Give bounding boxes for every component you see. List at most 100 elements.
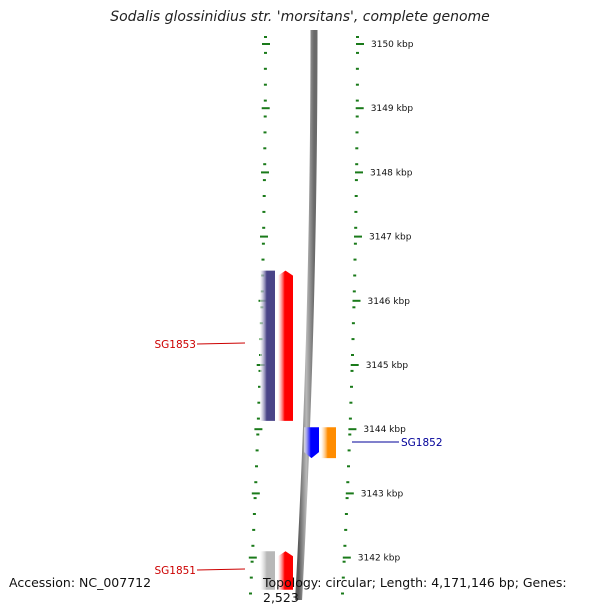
minor-tick — [341, 576, 345, 579]
minor-tick — [356, 51, 359, 54]
minor-tick — [341, 592, 344, 595]
major-tick-outer — [355, 171, 363, 174]
minor-tick — [253, 497, 257, 500]
gene-feature[interactable] — [260, 270, 275, 421]
minor-tick — [254, 481, 258, 484]
minor-tick — [263, 83, 267, 86]
gene-label[interactable]: SG1852 — [401, 437, 443, 449]
feature-labels: SG1853 SG1852 SG1851 — [154, 339, 442, 577]
major-tick-outer — [355, 107, 364, 110]
minor-tick — [252, 528, 256, 531]
minor-tick — [263, 115, 267, 118]
major-tick-outer — [356, 43, 364, 45]
minor-tick — [345, 497, 349, 500]
minor-tick — [256, 433, 260, 436]
major-tick-inner — [260, 235, 268, 238]
major-tick-inner — [248, 556, 257, 559]
major-tick-outer — [348, 428, 357, 431]
minor-tick — [353, 258, 357, 261]
tick-label: 3148 kbp — [370, 168, 413, 178]
minor-tick — [257, 401, 261, 404]
major-tick-outer — [342, 556, 351, 559]
major-tick-outer — [345, 492, 354, 495]
minor-tick — [261, 258, 265, 261]
minor-tick — [355, 163, 359, 166]
map-title: Sodalis glossinidius str. 'morsitans', c… — [110, 9, 490, 25]
minor-tick — [255, 465, 258, 468]
minor-tick — [350, 369, 354, 372]
minor-tick — [352, 290, 356, 293]
minor-tick — [342, 560, 346, 563]
minor-tick — [263, 131, 267, 134]
gene-label[interactable]: SG1851 — [154, 565, 196, 577]
minor-tick — [262, 226, 266, 229]
minor-tick — [356, 36, 359, 38]
cds-feature[interactable] — [321, 427, 336, 459]
tick-label: 3142 kbp — [358, 554, 401, 564]
minor-tick — [355, 99, 359, 102]
minor-tick — [346, 481, 350, 484]
gene-feature[interactable] — [304, 427, 319, 459]
cds-feature[interactable] — [278, 551, 293, 590]
gene-label[interactable]: SG1853 — [154, 339, 196, 351]
major-tick-inner — [251, 492, 260, 495]
minor-tick — [249, 576, 253, 579]
label-leader-line — [196, 342, 246, 345]
minor-tick — [256, 417, 260, 420]
minor-tick — [263, 147, 267, 150]
major-tick-outer — [350, 364, 359, 366]
minor-tick — [263, 163, 267, 166]
minor-tick — [347, 465, 350, 468]
minor-tick — [251, 544, 255, 547]
minor-tick — [351, 338, 355, 341]
minor-tick — [343, 544, 347, 547]
tick-label: 3149 kbp — [371, 104, 414, 114]
minor-tick — [352, 306, 356, 309]
label-leader-line — [196, 568, 246, 571]
minor-tick — [344, 528, 348, 531]
minor-tick — [351, 322, 355, 325]
tick-ring-inner — [248, 36, 270, 595]
minor-tick — [252, 513, 256, 515]
major-tick-inner — [254, 428, 263, 431]
minor-tick — [355, 115, 359, 118]
genome-backbone — [295, 30, 318, 600]
minor-tick — [355, 83, 359, 86]
tick-label: 3143 kbp — [361, 489, 404, 499]
minor-tick — [258, 385, 261, 388]
major-tick-outer — [354, 235, 362, 238]
minor-tick — [262, 179, 266, 182]
minor-tick — [351, 354, 354, 356]
minor-tick — [264, 51, 267, 54]
feature-track — [260, 270, 336, 590]
minor-tick — [349, 401, 353, 404]
tick-label: 3146 kbp — [368, 297, 411, 307]
cds-feature[interactable] — [278, 270, 293, 421]
tick-label: 3147 kbp — [369, 233, 412, 243]
minor-tick — [355, 147, 359, 150]
minor-tick — [354, 179, 358, 182]
minor-tick — [262, 210, 266, 213]
tick-label: 3144 kbp — [363, 425, 406, 435]
accession-text: Accession: NC_007712 — [9, 575, 152, 590]
tick-ring-outer: 3150 kbp 3149 kbp 3148 kbp 3147 kbp 3146 kbp… — [341, 36, 414, 595]
minor-tick — [354, 226, 358, 229]
genome-summary-text: Topology: circular; Length: 4,171,146 bp… — [263, 575, 567, 605]
minor-tick — [350, 385, 353, 388]
minor-tick — [354, 210, 358, 213]
major-tick-inner — [261, 107, 270, 110]
minor-tick — [355, 67, 359, 70]
minor-tick — [347, 449, 351, 452]
minor-tick — [255, 449, 259, 452]
minor-tick — [261, 242, 265, 245]
minor-tick — [262, 195, 266, 197]
minor-tick — [249, 592, 252, 595]
minor-tick — [250, 560, 254, 563]
major-tick-outer — [352, 299, 361, 302]
minor-tick — [348, 417, 352, 420]
minor-tick — [353, 242, 357, 245]
gene-feature[interactable] — [260, 551, 275, 590]
minor-tick — [263, 99, 267, 102]
tick-label: 3145 kbp — [366, 361, 409, 371]
minor-tick — [263, 67, 267, 70]
